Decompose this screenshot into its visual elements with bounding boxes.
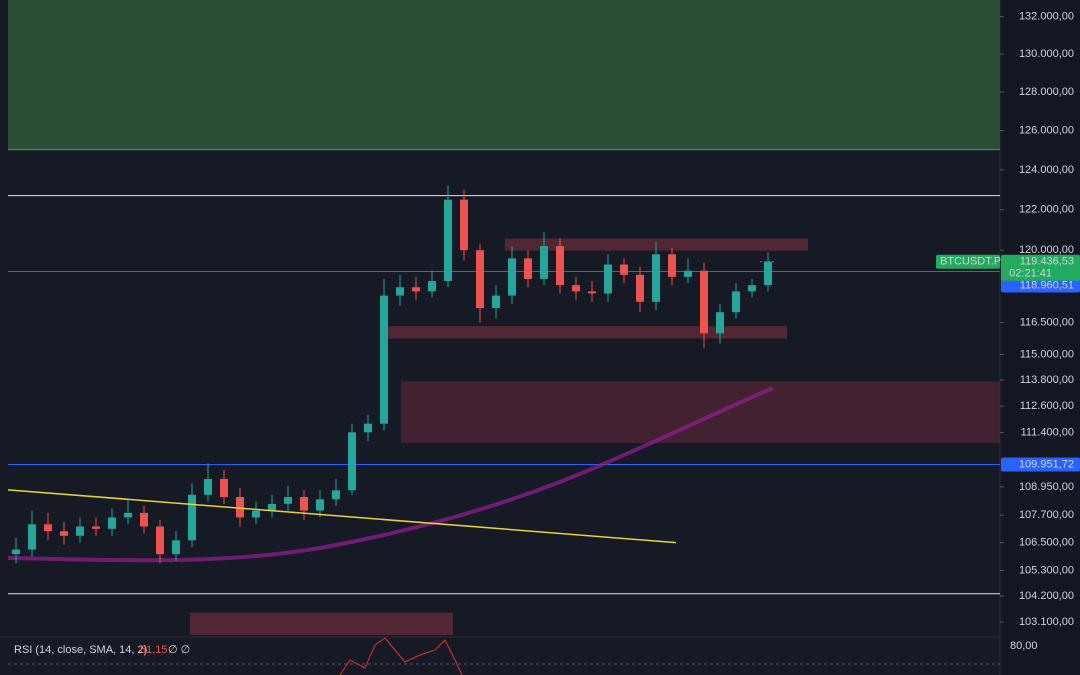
candle-body [492, 295, 500, 309]
candle-body [108, 517, 116, 529]
y-tick-label: 107.700,00 [1019, 509, 1074, 521]
candle-body [156, 526, 164, 555]
candle-body [700, 270, 708, 334]
candle-body [236, 497, 244, 518]
y-tick-label: 108.950,00 [1019, 481, 1074, 493]
candle-body [476, 250, 484, 309]
candle-body [300, 497, 308, 511]
candle-body [588, 291, 596, 294]
y-tick-label: 132.000,00 [1019, 11, 1074, 23]
y-tick-label: 122.000,00 [1019, 204, 1074, 216]
rsi-title: RSI (14, close, SMA, 14, 2) [14, 644, 147, 656]
candle-body [412, 287, 420, 292]
candle-body [60, 531, 68, 536]
zone [401, 381, 1000, 443]
y-tick-label: 113.800,00 [1020, 374, 1074, 386]
candle-body [444, 199, 452, 282]
candle-body [604, 264, 612, 294]
candle-body [380, 295, 388, 424]
y-tick-label: 126.000,00 [1019, 125, 1074, 137]
candle-body [28, 524, 36, 550]
y-tick-label: 106.500,00 [1019, 537, 1074, 549]
zone [380, 326, 787, 339]
rsi-extras: ∅ ∅ [168, 644, 190, 656]
candle-body [140, 512, 148, 527]
y-tick-label: 105.300,00 [1019, 564, 1074, 576]
candle-body [460, 199, 468, 251]
candle-body [364, 423, 372, 433]
candle-body [204, 479, 212, 495]
zone [190, 612, 453, 635]
candle-body [44, 524, 52, 532]
y-tick-label: 116.500,00 [1020, 317, 1074, 329]
candle-body [556, 246, 564, 286]
candle-body [540, 246, 548, 279]
candle-body [508, 258, 516, 296]
candle-body [396, 287, 404, 296]
candle-body [284, 497, 292, 504]
candle-body [716, 312, 724, 334]
candle-body [76, 526, 84, 536]
candle-body [348, 432, 356, 491]
last-price-tag [1001, 254, 1080, 281]
candle-body [572, 285, 580, 292]
candle-body [684, 270, 692, 277]
candle-body [316, 499, 324, 511]
candle-body [748, 285, 756, 292]
trend-line [7, 489, 677, 544]
y-tick-label: 115.000,00 [1020, 348, 1074, 360]
candle-body [652, 254, 660, 302]
candle-body [524, 258, 532, 279]
candle-body [12, 549, 20, 555]
candle-body [764, 261, 772, 286]
candle-body [124, 512, 132, 518]
candle-body [188, 494, 196, 541]
candle-body [732, 291, 740, 313]
symbol-label: BTCUSDT.PS [940, 256, 1008, 268]
price-tag [1001, 278, 1080, 293]
price-tag-label: 118.960,51 [1020, 279, 1074, 291]
rsi-line [339, 637, 463, 675]
candle-body [92, 526, 100, 529]
candle-body [428, 281, 436, 292]
y-tick-label: 128.000,00 [1019, 86, 1074, 98]
y-tick-label: 104.200,00 [1019, 590, 1074, 602]
y-tick-label: 111.400,00 [1021, 426, 1074, 438]
countdown-label: 02:21:41 [1009, 268, 1052, 280]
y-tick-label: 130.000,00 [1019, 48, 1074, 60]
price-tag-label: 109.951,72 [1019, 458, 1074, 470]
candle-body [220, 479, 228, 498]
candle-body [636, 274, 644, 302]
candle-body [268, 503, 276, 511]
moving-average [7, 386, 774, 563]
rsi-axis-label: 80,00 [1010, 640, 1038, 652]
candle-body [620, 264, 628, 275]
rsi-value: 61,15 [140, 644, 168, 656]
last-price-label: 119.436,53 [1020, 256, 1074, 268]
y-tick-label: 120.000,00 [1019, 244, 1074, 256]
candle-body [172, 540, 180, 555]
price-tag [1001, 457, 1080, 472]
green-zone [8, 0, 1000, 150]
candle-body [252, 510, 260, 518]
symbol-tag [936, 254, 1000, 269]
candle-body [332, 490, 340, 500]
y-tick-label: 103.100,00 [1019, 616, 1074, 628]
candle-body [668, 254, 676, 277]
y-tick-label: 112.600,00 [1020, 400, 1074, 412]
y-tick-label: 124.000,00 [1019, 164, 1074, 176]
